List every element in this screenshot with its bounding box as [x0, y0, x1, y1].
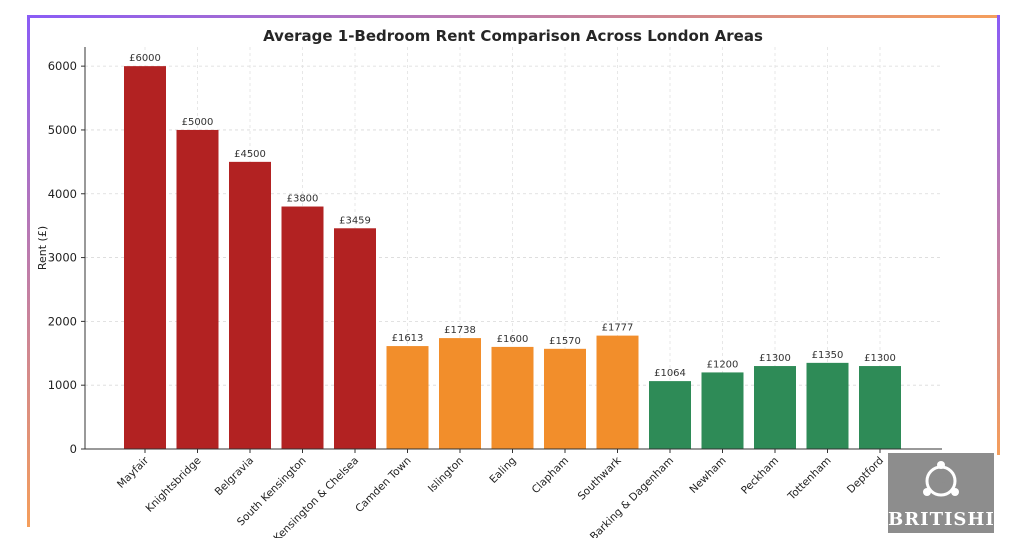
- data-label: £3800: [287, 194, 319, 205]
- bar: [701, 372, 744, 449]
- bar: [124, 66, 166, 450]
- x-tick-label: Clapham: [530, 455, 571, 496]
- chart-title: Average 1-Bedroom Rent Comparison Across…: [263, 27, 763, 45]
- y-tick-label: 4000: [48, 187, 77, 201]
- britishi-logo-mark-icon: [923, 461, 959, 497]
- frame-top-border: [27, 15, 1000, 18]
- data-label: £1300: [864, 353, 896, 364]
- data-label: £1350: [812, 350, 844, 361]
- bar: [544, 348, 586, 449]
- data-label: £1600: [497, 334, 529, 345]
- y-tick-label: 1000: [48, 378, 77, 392]
- x-tick-label: Southwark: [576, 454, 625, 503]
- data-label: £4500: [234, 149, 266, 160]
- data-label: £1064: [654, 368, 686, 379]
- data-label: £1777: [602, 323, 634, 334]
- bar: [281, 206, 324, 449]
- data-label: £1300: [759, 353, 791, 364]
- frame-right-border: [997, 15, 1000, 455]
- data-label: £1570: [549, 336, 581, 347]
- data-label: £1613: [392, 333, 424, 344]
- x-tick-label: Belgravia: [213, 455, 257, 499]
- y-axis-label: Rent (£): [36, 226, 49, 270]
- x-tick-label: Barking & Dagenham: [588, 455, 676, 538]
- x-tick-label: Tottenham: [785, 455, 834, 504]
- x-tick-label: Newham: [687, 455, 728, 496]
- bar: [859, 366, 901, 449]
- bar: [229, 161, 271, 449]
- x-tick-label: Islington: [426, 455, 466, 495]
- bar: [806, 362, 849, 449]
- data-label: £1200: [707, 359, 739, 370]
- britishi-logo: BRITISHI: [888, 453, 994, 533]
- gridlines: [85, 47, 942, 450]
- y-tick-label: 5000: [48, 123, 77, 137]
- x-tick-label: Mayfair: [115, 454, 152, 491]
- y-tick-label: 0: [70, 442, 77, 456]
- data-label: £5000: [182, 117, 214, 128]
- bar: [754, 366, 796, 449]
- axes: 0 1000 2000 3000 4000 5000 6000: [48, 47, 942, 456]
- x-tick-label: Knightsbridge: [143, 455, 203, 515]
- x-tick-label: Camden Town: [353, 455, 413, 515]
- data-label: £6000: [129, 53, 161, 64]
- x-tick-label: Deptford: [845, 455, 886, 496]
- bar: [491, 346, 534, 449]
- logo-text: BRITISHI: [888, 509, 995, 530]
- bar: [386, 346, 429, 449]
- x-tick-label: Kensington & Chelsea: [271, 455, 361, 538]
- bar: [439, 338, 481, 449]
- y-tick-label: 2000: [48, 314, 77, 328]
- bar: [596, 335, 639, 449]
- x-tick-label: Peckham: [739, 455, 781, 497]
- data-labels: £6000 £5000 £4500 £3800 £3459 £1613 £1738 £1600…: [129, 53, 896, 379]
- x-tick-label: Ealing: [487, 455, 518, 486]
- data-label: £1738: [444, 325, 476, 336]
- bar: [334, 228, 376, 449]
- y-tick-label: 3000: [48, 251, 77, 265]
- y-tick-label: 6000: [48, 59, 77, 73]
- bar: [649, 381, 691, 449]
- frame-left-border: [27, 15, 30, 527]
- data-label: £3459: [339, 215, 371, 226]
- bars: [124, 66, 901, 450]
- bar: [176, 129, 219, 449]
